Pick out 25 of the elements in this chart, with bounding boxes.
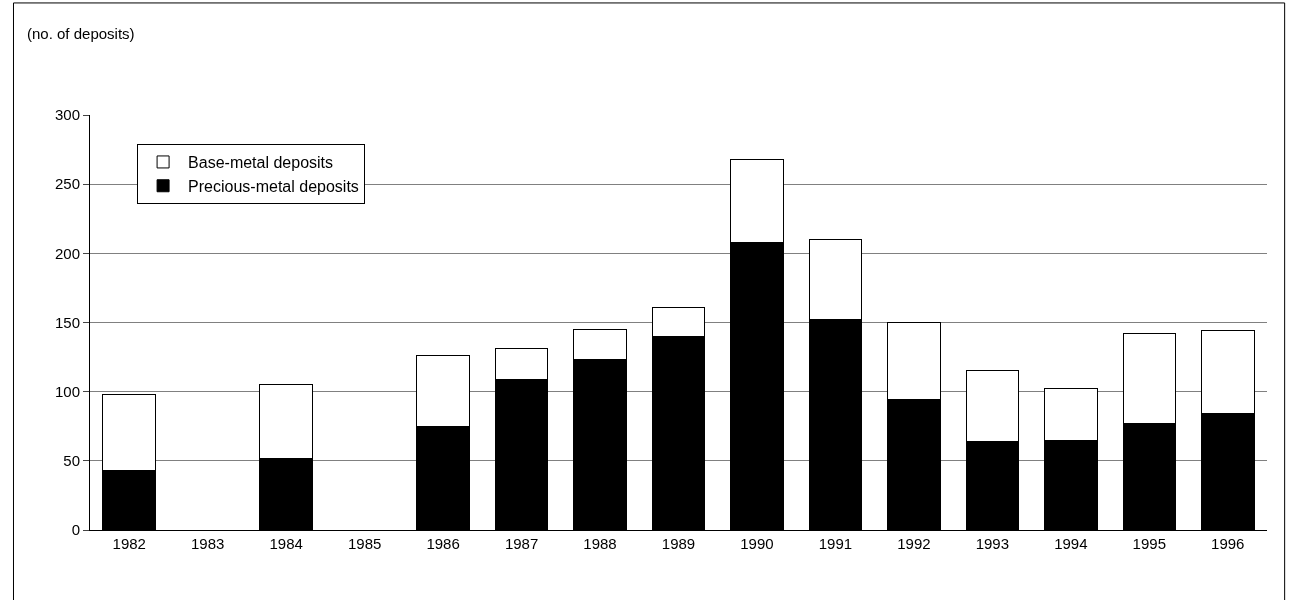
y-tick-label: 150 bbox=[54, 313, 80, 331]
x-tick-label: 1995 bbox=[1132, 535, 1166, 552]
y-tick-label: 0 bbox=[71, 521, 80, 539]
y-tick-label: 200 bbox=[54, 244, 80, 262]
x-tick-label: 1985 bbox=[347, 535, 382, 552]
y-tick-label: 300 bbox=[54, 106, 80, 124]
x-tick-label: 1996 bbox=[1211, 535, 1245, 552]
y-tick-label: 50 bbox=[63, 452, 80, 470]
y-tick-label: 100 bbox=[54, 382, 80, 400]
x-tick-label: 1987 bbox=[504, 535, 539, 552]
x-tick-label: 1984 bbox=[269, 535, 303, 552]
x-tick-label: 1983 bbox=[191, 535, 225, 552]
x-tick-label: 1993 bbox=[975, 535, 1010, 552]
x-tick-label: 1989 bbox=[661, 535, 696, 552]
y-axis-title: (no. of deposits) bbox=[27, 25, 135, 42]
x-tick-label: 1982 bbox=[112, 535, 146, 552]
x-tick-label: 1990 bbox=[740, 535, 774, 552]
legend-label: Precious-metal deposits bbox=[188, 177, 359, 195]
x-tick-label: 1992 bbox=[897, 535, 931, 552]
x-tick-label: 1994 bbox=[1054, 535, 1088, 552]
x-tick-label: 1986 bbox=[426, 535, 460, 552]
legend-label: Base-metal deposits bbox=[188, 154, 334, 172]
x-tick-label: 1991 bbox=[818, 535, 853, 552]
x-tick-label: 1988 bbox=[583, 535, 617, 552]
y-tick-label: 250 bbox=[54, 175, 80, 193]
